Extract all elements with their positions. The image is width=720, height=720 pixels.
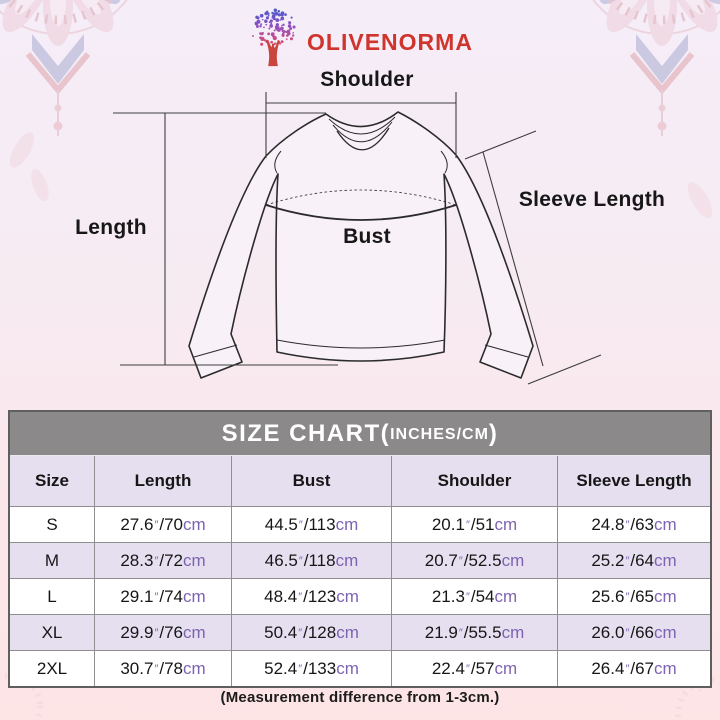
size-cell: 2XL — [10, 651, 95, 686]
bust-measure-line — [265, 189, 457, 221]
sleeve-measurement-cell: 24.8 ″/63 cm — [591, 514, 677, 534]
length-measurement-cell: 29.9 ″/76 cm — [95, 615, 232, 650]
sleeve-measurement-cell: 26.0 ″/66 cm — [591, 622, 677, 642]
measurement-note: (Measurement difference from 1-3cm.) — [220, 689, 500, 706]
brand-name: OLIVENORMA — [307, 28, 473, 55]
brand-tree-icon — [252, 8, 296, 67]
bust-measurement-cell: 50.4 ″/128 cm — [232, 615, 392, 650]
shoulder-measurement-cell: 21.3 ″/54 cm — [392, 579, 558, 614]
column-header-bust: Bust — [232, 456, 392, 506]
length-measurement-cell: 30.7 ″/78 cm — [95, 651, 232, 686]
bust-measurement-cell: 52.4 ″/133 cm — [232, 651, 392, 686]
size-chart-rows: S 27.6 ″/70 cm 44.5 ″/113 cm 20.1 ″/51 cm 24.8 ″/63… — [10, 507, 710, 686]
size-cell: M — [10, 543, 95, 578]
shoulder-label: Shoulder — [320, 68, 414, 91]
size-chart-table: SIZE CHART(INCHES/CM) Size Length Bust S… — [8, 410, 712, 688]
length-measurement-cell: 29.1 ″/74 cm — [95, 579, 232, 614]
size-chart-title-units: INCHES/CM — [390, 425, 489, 443]
sleeve-measurement-cell: 26.4 ″/67 cm — [591, 658, 677, 678]
sleeve-length-label: Sleeve Length — [518, 188, 666, 211]
size-row-s: S 27.6 ″/70 cm 44.5 ″/113 cm 20.1 ″/51 cm 24.8 ″/63… — [10, 507, 710, 543]
length-label: Length — [75, 216, 147, 239]
size-row-xl: XL 29.9 ″/76 cm 50.4 ″/128 cm 21.9 ″/55.5 cm 26.0 ″… — [10, 615, 710, 651]
title-paren-open: ( — [380, 419, 391, 447]
sleeve-measure-line — [464, 130, 602, 385]
shoulder-measurement-cell: 21.9 ″/55.5 cm — [392, 615, 558, 650]
brand-logo: OLIVENORMA — [0, 6, 720, 68]
column-header-sleeve-length: Sleeve Length — [576, 471, 692, 490]
size-chart-title: SIZE CHART(INCHES/CM) — [10, 412, 710, 456]
size-cell: L — [10, 579, 95, 614]
sleeve-measurement-cell: 25.2 ″/64 cm — [591, 550, 677, 570]
bust-label: Bust — [343, 225, 391, 248]
size-chart-title-main: SIZE CHART — [221, 419, 381, 447]
column-header-length: Length — [95, 456, 232, 506]
size-row-m: M 28.3 ″/72 cm 46.5 ″/118 cm 20.7 ″/52.5 cm 25.2 ″ /… — [10, 543, 710, 579]
length-measurement-cell: 28.3 ″/72 cm — [95, 543, 232, 578]
column-header-shoulder: Shoulder — [392, 456, 558, 506]
title-paren-close: ) — [488, 419, 499, 447]
size-cell: S — [10, 507, 95, 542]
length-measurement-cell: 27.6 ″/70 cm — [95, 507, 232, 542]
shoulder-measure-line — [265, 92, 457, 158]
shoulder-measurement-cell: 22.4 ″/57 cm — [392, 651, 558, 686]
sleeve-measurement-cell: 25.6 ″/65 cm — [591, 586, 677, 606]
bust-measurement-cell: 46.5 ″/118 cm — [232, 543, 392, 578]
size-cell: XL — [10, 615, 95, 650]
shoulder-measurement-cell: 20.7 ″/52.5 cm — [392, 543, 558, 578]
size-row-2xl: 2XL 30.7 ″/78 cm 52.4 ″/133 cm 22.4 ″/57 cm 26.4 ″ /… — [10, 651, 710, 686]
shoulder-measurement-cell: 20.1 ″/51 cm — [392, 507, 558, 542]
bust-measurement-cell: 44.5 ″/113 cm — [232, 507, 392, 542]
column-header-size: Size — [10, 456, 95, 506]
size-row-l: L 29.1 ″/74 cm 48.4 ″/123 cm 21.3 ″/54 cm 25.6 ″/65… — [10, 579, 710, 615]
size-chart-header-row: Size Length Bust Shoulder Sleeve Length — [10, 456, 710, 507]
bust-measurement-cell: 48.4 ″/123 cm — [232, 579, 392, 614]
